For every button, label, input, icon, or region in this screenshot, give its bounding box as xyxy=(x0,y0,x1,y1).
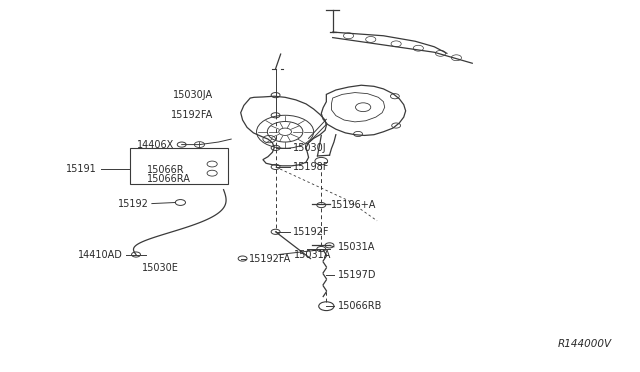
Bar xyxy=(130,148,228,184)
Text: 15191: 15191 xyxy=(66,164,97,174)
Text: 14406X: 14406X xyxy=(137,140,174,150)
Text: 15196+A: 15196+A xyxy=(332,200,377,210)
Text: 14410AD: 14410AD xyxy=(79,250,124,260)
Text: 15066RA: 15066RA xyxy=(147,174,191,185)
Text: 15030E: 15030E xyxy=(141,263,179,273)
Text: 15192FA: 15192FA xyxy=(171,110,213,120)
Text: 15197D: 15197D xyxy=(338,270,376,280)
Text: 15031A: 15031A xyxy=(294,250,332,260)
Text: 15066R: 15066R xyxy=(147,164,185,174)
Text: 15192: 15192 xyxy=(118,199,148,209)
Text: 15066RB: 15066RB xyxy=(338,301,382,311)
Text: 15198F: 15198F xyxy=(293,162,330,172)
Text: 15192FA: 15192FA xyxy=(249,254,291,263)
Text: 15031A: 15031A xyxy=(338,242,375,252)
Text: 15192F: 15192F xyxy=(293,227,330,237)
Text: 15030J: 15030J xyxy=(293,143,327,153)
Text: 15030JA: 15030JA xyxy=(173,90,213,100)
Text: R144000V: R144000V xyxy=(557,339,612,349)
